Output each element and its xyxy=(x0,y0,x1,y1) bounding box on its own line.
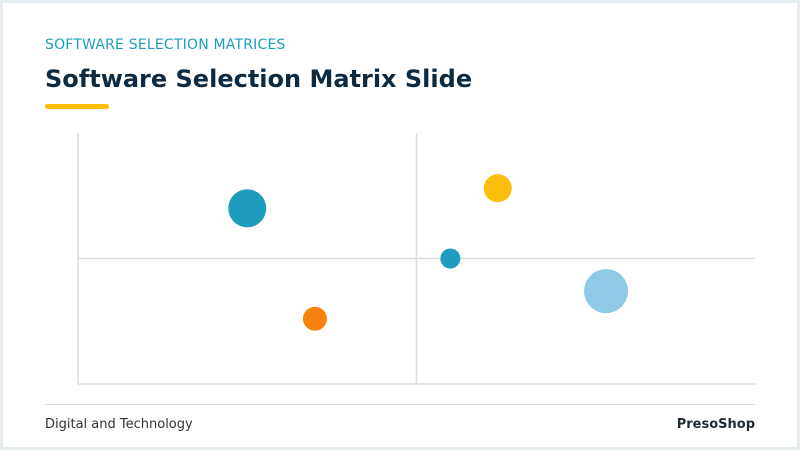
chart xyxy=(77,133,755,385)
footer-rule xyxy=(45,404,755,405)
kicker: SOFTWARE SELECTION MATRICES xyxy=(45,37,286,53)
footer-right: PresoShop xyxy=(676,417,755,432)
footer-left: Digital and Technology xyxy=(45,417,193,432)
bubble xyxy=(483,174,512,203)
accent-bar xyxy=(45,104,109,109)
bubble xyxy=(302,306,327,331)
bubble xyxy=(228,189,267,228)
slide-title: Software Selection Matrix Slide xyxy=(45,65,473,93)
bubble xyxy=(440,248,461,269)
bubble xyxy=(584,269,629,314)
